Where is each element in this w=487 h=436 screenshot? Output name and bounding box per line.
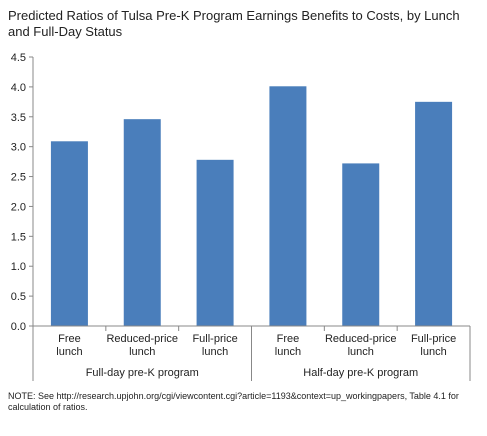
bar — [415, 101, 453, 326]
y-tick-label: 0.5 — [11, 291, 26, 303]
x-category-label: Full-price — [411, 333, 456, 345]
x-category-label: lunch — [348, 346, 374, 358]
y-tick-label: 3.0 — [11, 142, 26, 154]
x-category-label: Full-price — [192, 333, 237, 345]
x-category-label: lunch — [420, 346, 446, 358]
x-group-label: Full-day pre-K program — [86, 367, 199, 379]
bar — [50, 141, 88, 326]
bar — [342, 163, 380, 326]
x-category-label: Free — [58, 333, 81, 345]
y-tick-label: 3.5 — [11, 112, 26, 124]
y-tick-label: 4.0 — [11, 82, 26, 94]
y-tick-label: 2.5 — [11, 172, 26, 184]
x-category-label: lunch — [129, 346, 155, 358]
x-axis: FreelunchReduced-pricelunchFull-pricelun… — [32, 325, 471, 381]
chart-title: Predicted Ratios of Tulsa Pre-K Program … — [8, 8, 460, 39]
chart-note: NOTE: See http://research.upjohn.org/cgi… — [8, 391, 459, 412]
bars — [50, 86, 453, 327]
x-category-label: lunch — [202, 346, 228, 358]
y-tick-label: 2.0 — [11, 201, 26, 213]
x-category-label: lunch — [275, 346, 301, 358]
bar — [196, 159, 234, 326]
bar — [123, 119, 161, 327]
x-category-label: lunch — [56, 346, 82, 358]
y-axis: 0.0 0.5 1.0 1.5 2.0 2.5 3.0 3.5 4.0 4.5 — [11, 52, 34, 333]
y-tick-label: 4.5 — [11, 52, 26, 64]
x-group-label: Half-day pre-K program — [303, 367, 418, 379]
x-category-label: Reduced-price — [325, 333, 397, 345]
x-category-label: Reduced-price — [106, 333, 178, 345]
y-tick-label: 1.0 — [11, 261, 26, 273]
bar — [269, 86, 307, 327]
x-category-label: Free — [277, 333, 300, 345]
y-tick-label: 0.0 — [11, 321, 26, 333]
y-tick-label: 1.5 — [11, 231, 26, 243]
